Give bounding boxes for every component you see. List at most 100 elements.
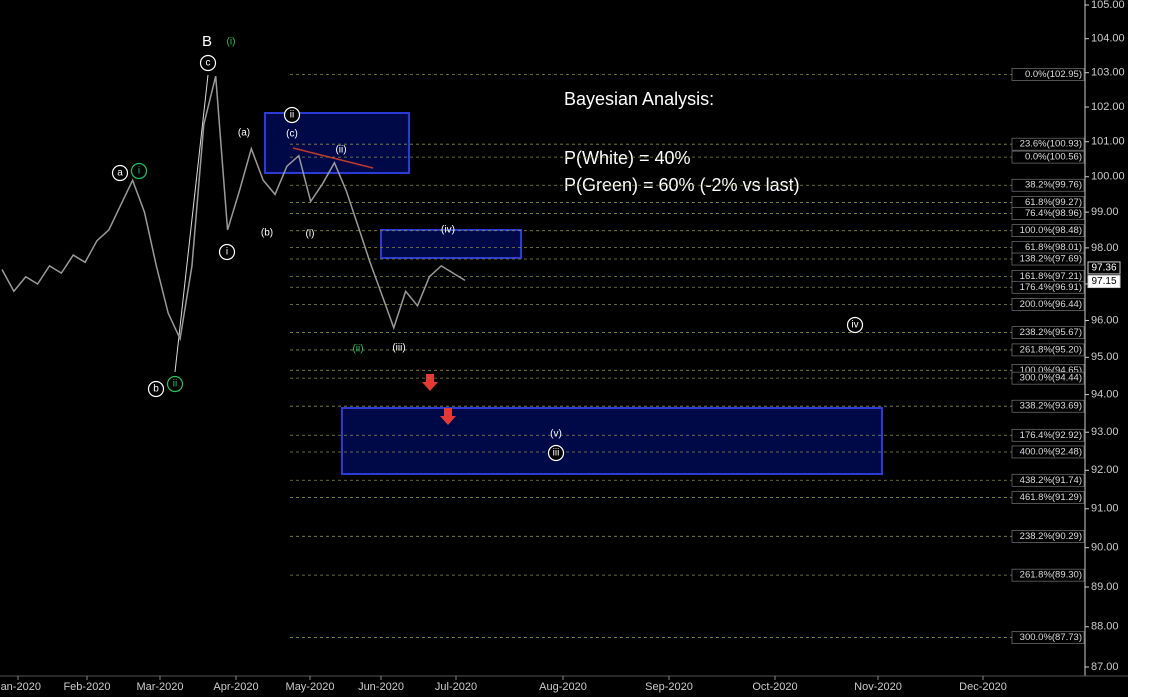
x-tick-label: Apr-2020 <box>213 681 258 693</box>
x-tick-label: Jul-2020 <box>435 681 477 693</box>
fib-label-box <box>1011 326 1085 339</box>
last-price-label: 97.15 <box>1091 276 1116 287</box>
wave-label: (i) <box>227 37 236 48</box>
annotation: P(White) = 40% <box>564 148 691 168</box>
wave-circle <box>199 54 217 72</box>
annotation: P(Green) = 60% (-2% vs last) <box>564 175 800 195</box>
fib-label: 100.0%(98.48) <box>1020 225 1082 236</box>
wave-circle <box>130 162 148 180</box>
fib-label: 238.2%(95.67) <box>1020 327 1082 338</box>
wave-circle <box>147 380 165 398</box>
last-price-label: 97.36 <box>1091 263 1116 274</box>
y-tick-label: 92.00 <box>1091 464 1119 476</box>
y-tick-label: 93.00 <box>1091 426 1119 438</box>
wave-label: (iii) <box>392 343 405 354</box>
x-tick-label: Feb-2020 <box>63 681 110 693</box>
fib-label: 300.0%(87.73) <box>1020 632 1082 643</box>
x-tick-label: Sep-2020 <box>645 681 693 693</box>
wave-label: iii <box>553 448 560 459</box>
fib-label: 161.8%(97.21) <box>1020 271 1082 282</box>
wave-label: (c) <box>286 129 298 140</box>
wave-label: (v) <box>550 429 562 440</box>
y-tick-label: 95.00 <box>1091 351 1119 363</box>
last-price-box <box>1087 261 1121 275</box>
fib-label-box <box>1011 150 1085 164</box>
target-box <box>264 112 410 174</box>
fib-label: 238.2%(90.29) <box>1020 531 1082 542</box>
y-tick-label: 99.00 <box>1091 206 1119 218</box>
target-box <box>341 407 883 475</box>
y-tick-label: 101.00 <box>1091 136 1125 148</box>
fib-label: 200.0%(96.44) <box>1020 299 1082 310</box>
wave-label: B <box>202 33 212 50</box>
wave-label: i <box>226 247 228 258</box>
x-tick-label: Jan-2020 <box>0 681 41 693</box>
fib-label: 400.0%(92.48) <box>1020 446 1082 457</box>
y-tick-label: 98.00 <box>1091 242 1119 254</box>
fib-label-box <box>1011 530 1085 543</box>
wave-label: (i) <box>306 229 315 240</box>
y-tick-label: 100.00 <box>1091 171 1125 183</box>
y-tick-label: 105.00 <box>1091 0 1125 11</box>
chart-background <box>0 0 1128 697</box>
fib-label: 76.4%(98.96) <box>1025 208 1082 219</box>
fib-label: 0.0%(100.56) <box>1025 152 1082 163</box>
fib-label: 23.6%(100.93) <box>1020 139 1082 150</box>
fib-label: 300.0%(94.44) <box>1020 373 1082 384</box>
fib-label: 0.0%(102.95) <box>1025 69 1082 80</box>
last-price-box <box>1087 275 1121 289</box>
trend-line <box>292 147 374 169</box>
wave-label: ii <box>290 110 294 121</box>
fib-label: 176.4%(92.92) <box>1020 430 1082 441</box>
x-tick-label: Mar-2020 <box>136 681 183 693</box>
wave-label: (a) <box>238 128 250 139</box>
wave-circle <box>846 316 864 334</box>
wave-label: c <box>206 58 211 69</box>
x-tick-label: May-2020 <box>286 681 335 693</box>
fib-label-box <box>1011 491 1085 504</box>
wave-label: i <box>138 166 140 177</box>
down-arrow <box>440 408 456 425</box>
fib-label: 61.8%(99.27) <box>1025 197 1082 208</box>
y-tick-label: 96.00 <box>1091 314 1119 326</box>
wave-circle <box>166 375 184 393</box>
wave-circle <box>283 106 301 124</box>
wave-label: ii <box>173 379 177 390</box>
fib-label: 38.2%(99.76) <box>1025 180 1082 191</box>
fib-label: 176.4%(96.91) <box>1020 282 1082 293</box>
fib-label-box <box>1011 224 1085 237</box>
fib-label-box <box>1011 178 1085 192</box>
y-tick-label: 89.00 <box>1091 581 1119 593</box>
x-tick-label: Oct-2020 <box>752 681 797 693</box>
fib-label: 438.2%(91.74) <box>1020 475 1082 486</box>
fib-label: 61.8%(98.01) <box>1025 242 1082 253</box>
fib-label-box <box>1011 280 1085 294</box>
target-box <box>380 229 522 259</box>
y-tick-label: 87.00 <box>1091 661 1119 673</box>
fib-label: 100.0%(94.65) <box>1020 365 1082 376</box>
wave-circle <box>547 444 565 462</box>
fib-label: 338.2%(93.69) <box>1020 401 1082 412</box>
wave-label: (b) <box>261 228 273 239</box>
y-tick-label: 102.00 <box>1091 101 1125 113</box>
wave-label: a <box>117 168 123 179</box>
fib-label-box <box>1011 343 1085 357</box>
fib-label-box <box>1011 473 1085 487</box>
wave-label: iv <box>851 320 858 331</box>
wave-circle <box>111 164 129 182</box>
x-tick-label: Jun-2020 <box>358 681 404 693</box>
y-tick-label: 88.00 <box>1091 621 1119 633</box>
x-tick-label: Aug-2020 <box>539 681 587 693</box>
x-tick-label: Nov-2020 <box>854 681 902 693</box>
wave-label: (ii) <box>352 344 363 355</box>
wave-circle <box>218 243 236 261</box>
price-line <box>1 75 466 342</box>
fib-label-box <box>1011 631 1085 644</box>
fib-label: 138.2%(97.69) <box>1020 254 1082 265</box>
fib-label: 461.8%(91.29) <box>1020 492 1082 503</box>
fib-label-box <box>1011 445 1085 459</box>
fib-label-box <box>1011 371 1085 385</box>
x-tick-label: Dec-2020 <box>959 681 1007 693</box>
annotation: Bayesian Analysis: <box>564 89 714 109</box>
